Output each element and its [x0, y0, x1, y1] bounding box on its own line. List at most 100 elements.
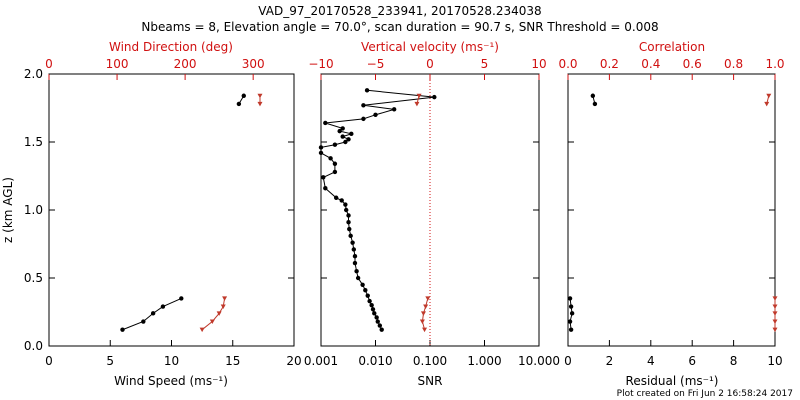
panel-snr-series-0-point	[375, 319, 380, 324]
panel-snr-x2label: Vertical velocity (ms⁻¹)	[361, 40, 499, 54]
panel-snr-xtick-label: 0.010	[358, 354, 392, 368]
panel-snr-xtick-label: 0.100	[413, 354, 447, 368]
panel-snr-series-0-point	[344, 207, 349, 213]
panel-snr-series-0-point	[391, 107, 397, 112]
panel-wind-series-0-point	[179, 296, 184, 301]
panel-wind-series-3-point	[257, 101, 263, 107]
panel-snr-series-0-point	[365, 293, 370, 298]
figure-title-line1: VAD_97_20170528_233941, 20170528.234038	[258, 4, 541, 18]
panel-snr-series-1-point	[420, 311, 426, 316]
panel-wind-frame	[48, 73, 295, 347]
panel-residual-xtick-label: 8	[730, 354, 738, 368]
panel-residual-series-0-point	[567, 319, 573, 324]
panel-snr-x2tick-label: −5	[367, 57, 385, 71]
panel-snr-series-0-point	[363, 288, 368, 293]
panel-wind-ylabel: z (km AGL)	[1, 177, 15, 243]
panel-snr-series-1-point	[423, 304, 429, 310]
panel-wind-series-0-point	[120, 327, 125, 332]
panel-snr-series-0-point	[361, 116, 366, 122]
panel-snr-series-0-point	[377, 323, 383, 328]
panel-snr-series-0-point	[355, 275, 361, 281]
panel-wind-xtick-label: 0	[45, 354, 53, 368]
panel-snr-series-0-line	[320, 89, 435, 330]
panel-wind-x2tick-label: 200	[174, 57, 197, 71]
panel-residual-series-1-point	[590, 93, 596, 98]
panel-residual-series-0-point	[568, 304, 574, 309]
panel-residual-series-0-point	[567, 296, 573, 301]
panel-snr-series-1-point	[425, 296, 431, 301]
panel-snr-series-0-point	[348, 233, 353, 239]
panel-snr-series-0-point	[346, 213, 351, 218]
panel-residual-series-0-point	[568, 327, 574, 332]
panel-residual-series-2-point	[772, 304, 778, 310]
panel-snr-series-0-point	[323, 186, 328, 191]
panel-residual-x2tick-label: 0.4	[641, 57, 660, 71]
panel-wind-ytick-label: 1.0	[24, 203, 43, 217]
panel-snr-series-0-point	[367, 298, 372, 304]
panel-snr-series-0-point	[323, 120, 328, 126]
panel-residual-frame	[567, 73, 776, 347]
panel-wind-series-3-point	[257, 93, 263, 99]
panel-snr-series-0-point	[349, 131, 354, 137]
panel-snr-series-0-point	[369, 303, 374, 308]
panel-snr-series-0-point	[379, 327, 384, 332]
panel-residual: 0 2 4 6 8 10 0.0 0.2 0.4 0.6 0.8 1.0 Residual (ms⁻¹…	[558, 40, 784, 388]
panel-snr-series-2-point	[414, 101, 420, 107]
panel-wind-xtick-label: 15	[225, 354, 240, 368]
panel-residual-series-2-point	[772, 327, 778, 333]
panel-snr-series-0-point	[337, 128, 342, 134]
panel-snr-series-0-point	[343, 202, 348, 207]
panel-snr-series-0-point	[333, 195, 339, 200]
panel-residual-series-1-point	[592, 101, 598, 107]
panel-residual-series-3-point	[766, 93, 772, 99]
panel-residual-x2tick-label: 0.8	[724, 57, 743, 71]
panel-wind-series-2-line	[201, 298, 226, 331]
panel-snr-series-0-point	[354, 269, 359, 274]
panel-residual-xlabel: Residual (ms⁻¹)	[626, 374, 719, 388]
panel-wind-xtick-label: 10	[164, 354, 179, 368]
panel-snr-series-0-point	[343, 139, 348, 145]
panel-wind-ytick-label: 2.0	[24, 67, 43, 81]
panel-wind-series-1-point	[241, 93, 246, 98]
panel-residual-series-2-point	[772, 311, 778, 316]
panel-residual-marks: 0 2 4 6 8 10 0.0 0.2 0.4 0.6 0.8 1.0	[558, 57, 784, 368]
panel-wind-ytick-label: 1.5	[24, 135, 43, 149]
panel-residual-x2tick-label: 1.0	[765, 57, 784, 71]
panel-wind-series-0-point	[141, 319, 146, 324]
panel-residual-series-3-point	[764, 101, 770, 107]
panel-residual-series-0-point	[569, 311, 575, 316]
panel-snr-xlabel: SNR	[418, 374, 443, 388]
panel-snr-x2tick-label: 0	[426, 57, 434, 71]
panel-snr-series-0-point	[373, 112, 378, 118]
panel-snr-series-0-point	[346, 137, 351, 142]
panel-snr-series-1-point	[419, 319, 425, 325]
panel-wind-series-0-point	[160, 304, 166, 309]
figure-title-line2: Nbeams = 8, Elevation angle = 70.0°, sca…	[141, 20, 658, 34]
panel-snr-series-0-point	[340, 126, 345, 131]
panel-snr-xtick-label: 1.000	[467, 354, 501, 368]
panel-wind-ytick-label: 0.0	[24, 339, 43, 353]
panel-snr-series-0-point	[321, 175, 326, 180]
panel-wind-series-2-point	[199, 327, 205, 333]
panel-wind-ytick-label: 0.5	[24, 271, 43, 285]
panel-wind-x2tick-label: 0	[45, 57, 53, 71]
panel-snr-series-0-point	[346, 220, 351, 225]
panel-snr-series-0-point	[372, 311, 377, 316]
panel-snr-series-0-point	[347, 226, 352, 232]
panel-snr-series-0-point	[328, 156, 333, 161]
panel-snr-series-0-point	[332, 142, 338, 147]
panel-snr-marks: 0.001 0.010 0.100 1.000 10.000 −10 −5 0 5 10	[304, 57, 560, 368]
panel-wind-x2tick-label: 100	[106, 57, 129, 71]
panel-snr-series-0-point	[432, 94, 437, 100]
panel-wind-xtick-label: 20	[286, 354, 301, 368]
panel-snr-series-2-point	[416, 93, 422, 99]
panel-snr-series-0-point	[364, 88, 370, 93]
panel-wind-x2label: Wind Direction (deg)	[109, 40, 233, 54]
panel-snr-x2tick-label: 10	[531, 57, 546, 71]
panel-wind-series-1-point	[236, 101, 242, 107]
panel-snr-xtick-label: 10.000	[518, 354, 560, 368]
panel-wind-series-2-point	[209, 319, 215, 325]
